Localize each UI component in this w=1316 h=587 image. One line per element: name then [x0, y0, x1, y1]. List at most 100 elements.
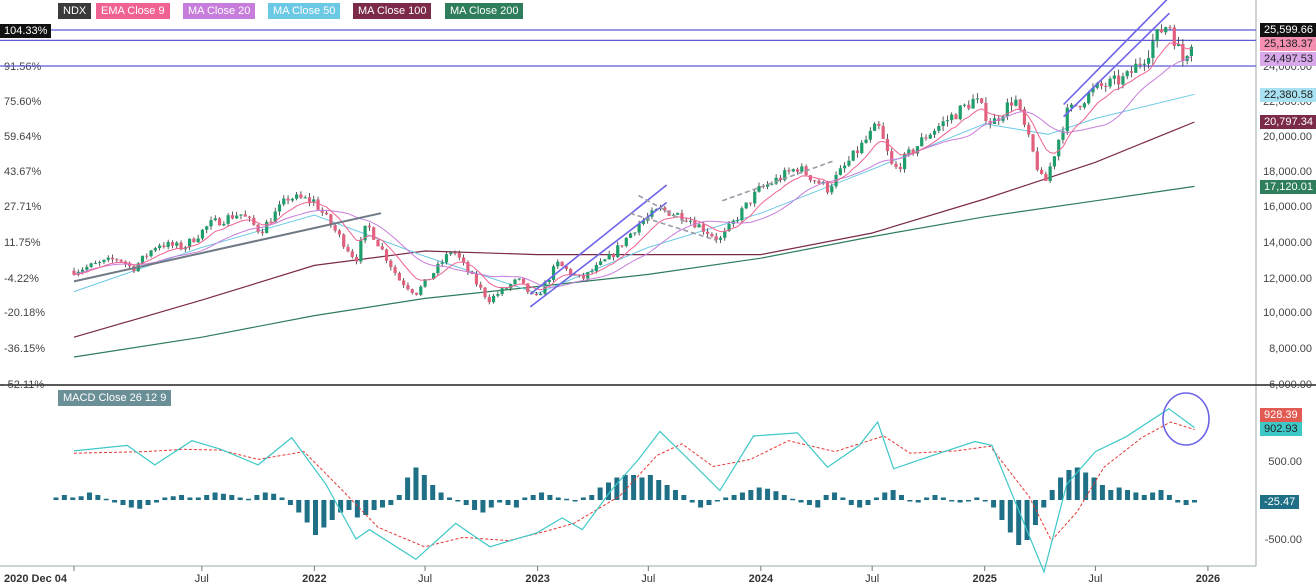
macd-hist-bar	[195, 497, 201, 500]
candle-body	[920, 137, 924, 147]
candle-body	[564, 266, 568, 269]
macd-hist-bar	[781, 495, 787, 500]
pct-tick-label: -20.18%	[4, 307, 45, 319]
candle-body	[393, 267, 397, 274]
macd-hist-bar	[388, 500, 394, 505]
macd-hist-bar	[262, 492, 268, 500]
trend-line	[529, 184, 668, 295]
candle-body	[718, 237, 723, 240]
candle-body	[1065, 107, 1069, 132]
candle-body	[723, 230, 727, 238]
candle-body	[329, 214, 333, 226]
candle-body	[684, 220, 688, 222]
macd-hist-bar	[965, 500, 971, 502]
candle-body	[517, 278, 521, 280]
candle-body	[496, 294, 500, 296]
legend-ticker[interactable]: NDX	[58, 3, 92, 19]
candle-body	[569, 268, 573, 275]
pct-tick-label: -52.11%	[4, 379, 44, 391]
macd-hist-bar	[480, 500, 486, 513]
candle-body	[1112, 75, 1116, 79]
macd-hist-bar	[848, 500, 854, 505]
macd-tick-label: -500.00	[1265, 534, 1302, 546]
candle-body	[1057, 139, 1061, 157]
candle-body	[980, 98, 984, 103]
candle-body	[474, 273, 479, 285]
candle-body	[547, 279, 551, 283]
candle-body	[1010, 102, 1014, 106]
candle-body	[932, 130, 937, 135]
candle-body	[928, 134, 932, 139]
price-tick-label: 18,000.00	[1263, 166, 1312, 178]
candle-body	[170, 242, 175, 246]
candle-body	[962, 104, 967, 106]
pct-tick-label: 27.71%	[4, 201, 42, 213]
candle-body	[1031, 134, 1035, 152]
legend-ma200[interactable]: MA Close 200	[445, 3, 524, 19]
macd-hist-bar	[329, 500, 335, 520]
macd-hist-bar	[806, 500, 812, 505]
candle-body	[149, 250, 153, 257]
macd-hist-bar	[1191, 500, 1197, 503]
candle-body	[1125, 71, 1129, 77]
legend-ema9[interactable]: EMA Close 9	[96, 3, 170, 19]
legend-macd[interactable]: MACD Close 26 12 9	[58, 390, 172, 406]
ma50-line	[73, 93, 1195, 294]
candle-body	[346, 246, 350, 252]
macd-hist-bar	[1083, 472, 1089, 500]
macd-hist-bar	[1183, 500, 1189, 505]
candle-body	[265, 221, 269, 234]
candle-body	[419, 286, 423, 295]
ma200-line	[73, 185, 1195, 358]
candle-body	[881, 126, 885, 139]
candle-body	[1001, 116, 1005, 121]
legend-ma20[interactable]: MA Close 20	[183, 3, 256, 19]
candle-body	[487, 297, 491, 303]
macd-highlight-circle	[1162, 392, 1210, 446]
ma100-tag: 20,797.34	[1260, 115, 1316, 129]
candle-body	[521, 278, 526, 284]
macd-hist-bar	[932, 495, 938, 500]
macd-hist-bar	[86, 492, 92, 500]
macd-hist-bar	[229, 495, 235, 500]
candle-body	[1082, 103, 1086, 108]
candle-body	[1022, 109, 1027, 125]
x-tick-label: Jul	[1088, 573, 1102, 585]
candle-body	[744, 202, 748, 209]
candle-body	[85, 266, 89, 270]
candle-body	[1104, 85, 1108, 87]
pct-tag-top: 104.33%	[0, 24, 52, 38]
legend-ma100[interactable]: MA Close 100	[353, 3, 432, 19]
x-tick-label: 2023	[525, 573, 549, 585]
candle-body	[273, 211, 277, 223]
candle-body	[230, 215, 235, 219]
macd-hist-bar	[153, 500, 159, 503]
candle-body	[770, 183, 774, 185]
candle-body	[307, 197, 312, 203]
candle-body	[701, 224, 705, 232]
candle-body	[243, 214, 247, 217]
macd-hist-bar	[287, 500, 293, 505]
candle-body	[813, 180, 817, 182]
pct-tick-label: 75.60%	[4, 96, 42, 108]
macd-hist-bar	[70, 497, 76, 500]
macd-signal-line	[73, 421, 1195, 548]
macd-hist-bar	[1108, 490, 1114, 500]
candle-body	[252, 217, 256, 225]
candle-body	[423, 279, 427, 287]
candle-body	[235, 215, 239, 219]
candle-body	[945, 120, 949, 122]
candle-body	[868, 130, 872, 140]
macd-hist-bar	[773, 491, 779, 500]
macd-hist-bar	[488, 500, 494, 508]
macd-tick-label: 500.00	[1268, 456, 1302, 468]
hist-tag: -25.47	[1260, 495, 1300, 509]
candle-body	[312, 199, 316, 203]
price-tick-label: 16,000.00	[1263, 201, 1312, 213]
candle-body	[153, 248, 157, 251]
candle-body	[449, 252, 453, 255]
legend-ma50[interactable]: MA Close 50	[268, 3, 341, 19]
macd-hist-bar	[882, 492, 888, 500]
macd-hist-bar	[1024, 500, 1030, 540]
candle-body	[1005, 102, 1009, 117]
